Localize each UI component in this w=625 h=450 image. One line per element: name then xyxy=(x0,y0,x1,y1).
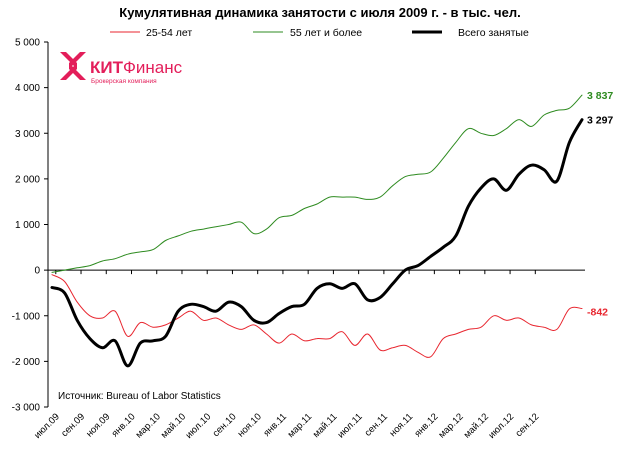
x-tick-label: янв.10 xyxy=(110,411,138,439)
end-label-25-54: -842 xyxy=(587,307,608,319)
legend-label: 25-54 лет xyxy=(146,27,192,39)
logo-subtitle: Брокерская компания xyxy=(91,78,157,85)
x-tick-label: янв.12 xyxy=(412,411,440,439)
chart-title: Кумулятивная динамика занятости с июля 2… xyxy=(119,5,520,20)
y-tick-label: 5 000 xyxy=(15,38,40,49)
y-tick-label: 2 000 xyxy=(15,174,40,185)
y-tick-label: 0 xyxy=(34,266,40,277)
x-tick-label: мар.10 xyxy=(134,411,163,440)
x-tick-label: сен.10 xyxy=(211,411,239,439)
x-tick-label: июл.09 xyxy=(32,411,62,441)
axes: -3 000 -2 000 -1 000 0 1 000 2 000 3 000 4 000 5… xyxy=(12,38,585,441)
x-tick-label: июл.11 xyxy=(336,411,365,440)
x-tick-label: янв.11 xyxy=(262,411,290,439)
source-note: Источник: Bureau of Labor Statistics xyxy=(58,391,221,402)
kit-finance-logo-icon xyxy=(60,52,86,80)
y-tick-label: 1 000 xyxy=(15,220,40,231)
legend-item-55plus: 55 лет и более xyxy=(253,27,362,39)
x-tick-label: май.11 xyxy=(311,411,340,440)
x-tick-label: сен.12 xyxy=(514,411,542,439)
x-tick-label: сен.09 xyxy=(59,411,87,439)
logo-text: КИТФинанс xyxy=(90,58,183,77)
x-tick-label: июл.12 xyxy=(487,411,517,441)
y-tick-label: -1 000 xyxy=(12,311,41,322)
series-lines xyxy=(50,94,584,368)
y-tick-label: 3 000 xyxy=(15,129,40,140)
end-label-55plus: 3 837 xyxy=(587,90,613,102)
legend: 25-54 лет 55 лет и более Всего занятые xyxy=(110,27,529,39)
x-tick-label: июл.10 xyxy=(184,411,214,441)
x-tick-label: май.10 xyxy=(159,411,188,440)
y-tick-label: -2 000 xyxy=(12,357,41,368)
series-total-line xyxy=(50,118,584,368)
x-tick-label: май.12 xyxy=(462,411,491,440)
x-tick-label: ноя.10 xyxy=(236,411,264,439)
x-tick-label: сен.11 xyxy=(363,411,390,438)
logo-kit: КИТ xyxy=(90,58,124,77)
y-tick-label: -3 000 xyxy=(12,403,41,414)
logo-finans: Финанс xyxy=(123,58,183,77)
series-55plus-line xyxy=(51,94,583,273)
x-tick-label: мар.11 xyxy=(286,411,315,440)
x-tick-label: ноя.11 xyxy=(388,411,416,439)
legend-label: 55 лет и более xyxy=(290,27,362,39)
legend-item-total: Всего занятые xyxy=(412,27,529,39)
end-label-total: 3 297 xyxy=(587,115,613,127)
x-tick-label: мар.12 xyxy=(437,411,466,440)
legend-item-25-54: 25-54 лет xyxy=(110,27,192,39)
end-labels: -842 3 837 3 297 xyxy=(587,90,613,318)
series-25-54-line xyxy=(51,274,583,358)
brand-logo: КИТФинанс Брокерская компания xyxy=(60,52,183,85)
x-tick-label: ноя.09 xyxy=(84,411,112,439)
legend-label: Всего занятые xyxy=(458,27,529,39)
y-tick-label: 4 000 xyxy=(15,83,40,94)
